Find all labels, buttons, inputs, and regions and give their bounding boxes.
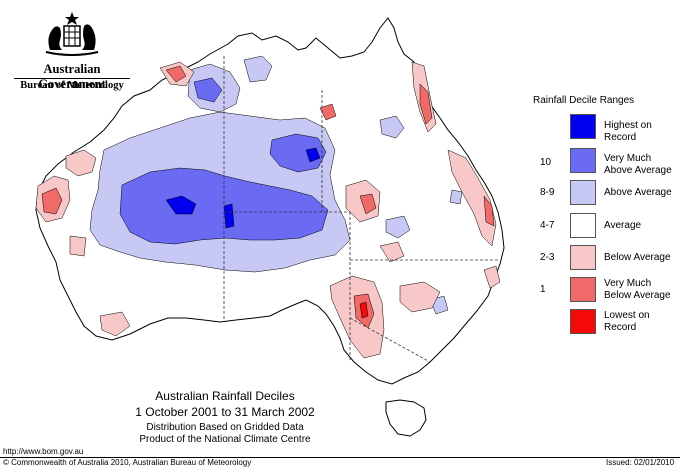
legend-label-highest: Highest on Record: [604, 120, 652, 143]
bureau-name: Bureau of Meteorology: [20, 80, 124, 91]
lowest-on-record-regions: [359, 301, 369, 319]
header-divider: [14, 78, 130, 79]
tasmania-outline: [385, 399, 427, 437]
legend-title: Rainfall Decile Ranges: [533, 95, 635, 106]
footer-divider: [0, 457, 680, 458]
government-name: Australian Government: [38, 62, 106, 91]
legend-range-10: 10: [540, 157, 552, 168]
legend-swatch-very-much-below: [570, 277, 596, 302]
legend-label-average: Average: [604, 220, 642, 231]
australia-rainfall-map: [35, 17, 505, 437]
legend-swatch-average: [570, 213, 596, 238]
legend-label-below: Below Average: [604, 252, 671, 263]
legend-range-8-9: 8-9: [540, 187, 555, 198]
legend-swatch-lowest: [570, 309, 596, 334]
map-subtitle-line1: Distribution Based on Gridded Data: [146, 422, 304, 433]
map-title: Australian Rainfall Deciles: [155, 389, 295, 403]
legend-range-4-7: 4-7: [540, 220, 555, 231]
website-url: http://www.bom.gov.au: [3, 447, 84, 456]
legend-swatch-very-much-above: [570, 148, 596, 173]
issued-date: Issued: 02/01/2010: [606, 458, 675, 467]
highest-on-record-regions: [165, 147, 321, 229]
legend-swatch-below: [570, 245, 596, 270]
legend-label-above: Above Average: [604, 187, 672, 198]
legend-range-2-3: 2-3: [540, 252, 555, 263]
legend-label-very-much-below: Very Much Below Average: [604, 278, 671, 301]
legend-label-lowest: Lowest on Record: [604, 310, 650, 333]
coat-of-arms-logo: [45, 12, 99, 56]
very-much-below-average-regions: [41, 65, 495, 329]
legend-swatch-above: [570, 180, 596, 205]
legend-label-very-much-above: Very Much Above Average: [604, 153, 672, 176]
legend-range-1: 1: [540, 284, 546, 295]
copyright-notice: © Commonwealth of Australia 2010, Austra…: [3, 458, 252, 467]
map-subtitle-line2: Product of the National Climate Centre: [139, 434, 311, 445]
legend-swatch-highest: [570, 114, 596, 139]
map-date-range: 1 October 2001 to 31 March 2002: [135, 405, 315, 419]
state-borders: [223, 56, 500, 363]
